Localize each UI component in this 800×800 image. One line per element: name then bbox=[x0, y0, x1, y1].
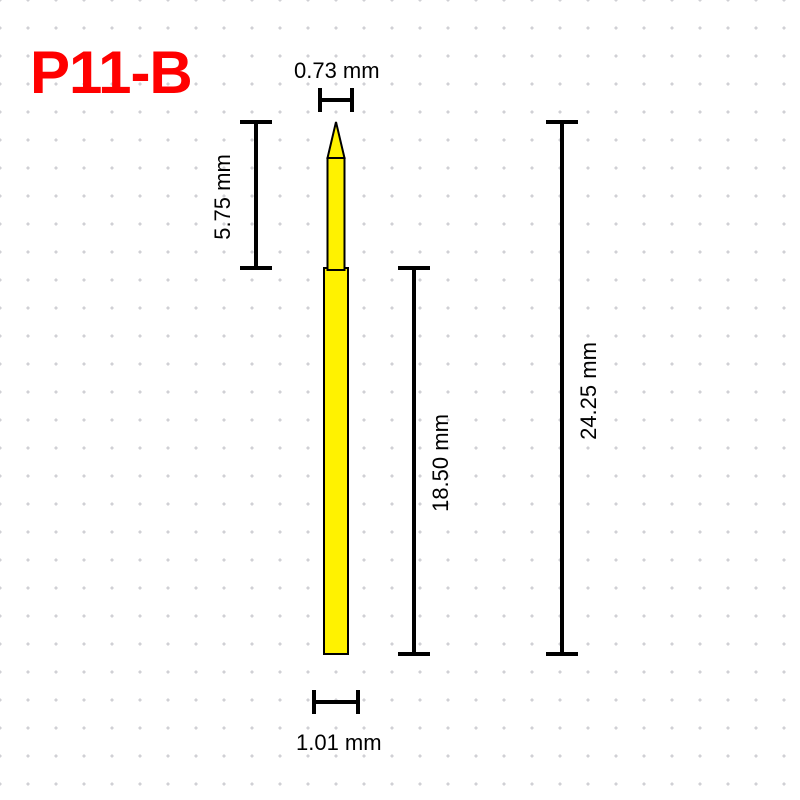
part-number-title: P11-B bbox=[30, 38, 192, 107]
dim-body-label: 18.50 mm bbox=[428, 414, 454, 512]
dim-upper-label: 5.75 mm bbox=[210, 154, 236, 240]
dim-body-cap-t bbox=[398, 266, 430, 270]
probe-tip bbox=[328, 122, 345, 158]
dim-body-bar bbox=[412, 268, 416, 654]
dim-total-cap-b bbox=[546, 652, 578, 656]
dim-total-bar bbox=[560, 122, 564, 654]
dim-upper-cap-t bbox=[240, 120, 272, 124]
dim-body-width-label: 1.01 mm bbox=[296, 730, 382, 756]
dim-upper-cap-b bbox=[240, 266, 272, 270]
dim-tip-width-cap-l bbox=[318, 88, 322, 112]
dim-body-width-bar bbox=[314, 700, 358, 704]
dim-total-cap-t bbox=[546, 120, 578, 124]
dim-tip-width-label: 0.73 mm bbox=[294, 58, 380, 84]
probe-diagram: rect, polygon { fill:#fff200; stroke:#00… bbox=[306, 112, 366, 672]
dim-tip-width-cap-r bbox=[350, 88, 354, 112]
dim-upper-bar bbox=[254, 122, 258, 268]
probe-upper-shaft bbox=[328, 158, 345, 270]
dim-total-label: 24.25 mm bbox=[576, 342, 602, 440]
dot-grid-background bbox=[0, 0, 800, 800]
dim-body-cap-b bbox=[398, 652, 430, 656]
dim-body-width-cap-r bbox=[356, 690, 360, 714]
dim-tip-width-bar bbox=[320, 98, 352, 102]
dim-body-width-cap-l bbox=[312, 690, 316, 714]
probe-body bbox=[324, 268, 348, 654]
